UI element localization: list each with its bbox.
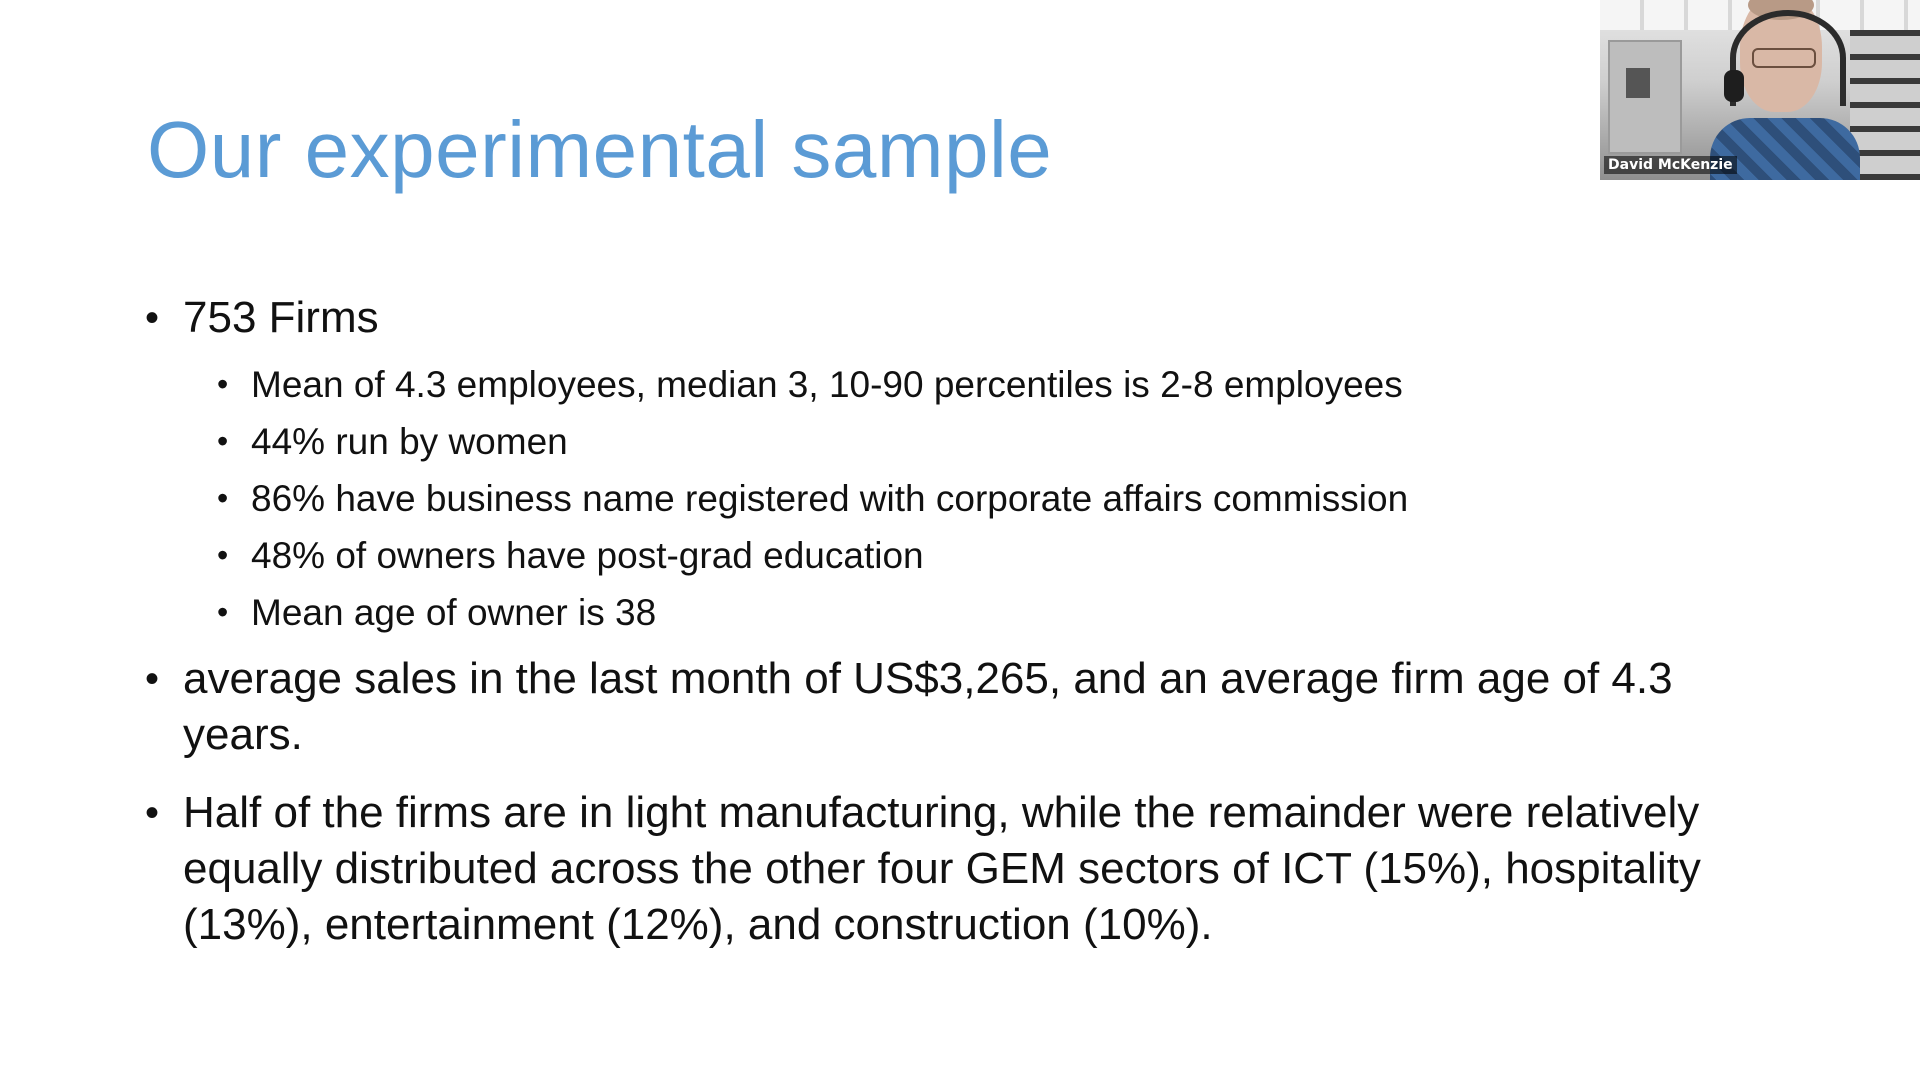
bullet-text: average sales in the last month of US$3,… [183,654,1673,759]
slide-title: Our experimental sample [147,105,1053,194]
sub-bullet-item: 44% run by women [217,413,1785,470]
headset-earcup [1724,70,1744,102]
video-background-picture [1626,68,1650,98]
sub-bullet-list: Mean of 4.3 employees, median 3, 10-90 p… [217,356,1785,641]
sub-bullet-item: Mean age of owner is 38 [217,584,1785,641]
sub-bullet-item: 48% of owners have post-grad education [217,527,1785,584]
bullet-text: 753 Firms [183,293,379,342]
sub-bullet-item: 86% have business name registered with c… [217,470,1785,527]
participant-name-label: David McKenzie [1604,156,1737,174]
bullet-text: Half of the firms are in light manufactu… [183,788,1701,949]
slide-content: 753 Firms Mean of 4.3 employees, median … [145,290,1785,975]
headset-icon [1730,10,1846,106]
participant-video-tile[interactable]: David McKenzie [1600,0,1920,180]
bullet-item: average sales in the last month of US$3,… [145,651,1785,763]
bullet-list: 753 Firms Mean of 4.3 employees, median … [145,290,1785,953]
participant-avatar [1710,0,1860,180]
sub-bullet-item: Mean of 4.3 employees, median 3, 10-90 p… [217,356,1785,413]
bullet-item: 753 Firms Mean of 4.3 employees, median … [145,290,1785,641]
video-background-shelf [1850,30,1920,180]
bullet-item: Half of the firms are in light manufactu… [145,785,1785,953]
